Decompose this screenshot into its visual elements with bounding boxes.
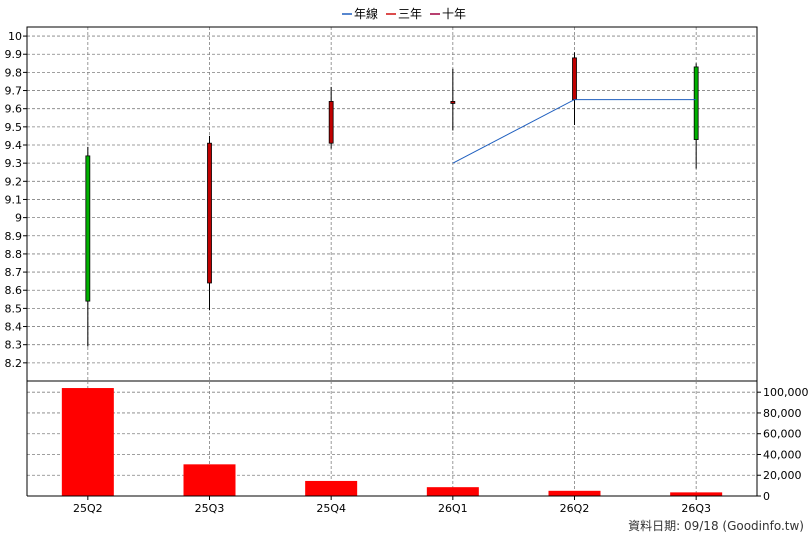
price-tick-label: 9.4: [5, 139, 23, 152]
price-tick-label: 8.7: [5, 266, 23, 279]
volume-bar: [670, 492, 723, 496]
ma-line: [452, 99, 697, 164]
x-tick-label: 26Q2: [560, 502, 590, 515]
x-tick-label: 25Q4: [316, 502, 346, 515]
candle-body: [328, 101, 334, 144]
volume-bar: [548, 490, 601, 496]
volume-tick-label: 20,000: [763, 469, 802, 482]
price-tick-label: 9: [15, 212, 22, 225]
volume-tick-label: 80,000: [763, 407, 802, 420]
candle-body: [693, 66, 699, 140]
x-tick-label: 25Q3: [195, 502, 225, 515]
candle-body: [450, 101, 456, 104]
x-tick-label: 26Q1: [438, 502, 468, 515]
volume-tick-label: 100,000: [763, 386, 808, 399]
price-tick-label: 8.2: [5, 357, 23, 370]
volume-tick-label: 60,000: [763, 428, 802, 441]
candle-body: [572, 57, 577, 101]
volume-panel: 0 20,000 40,000 60,000 80,000 100,000: [26, 381, 808, 503]
price-tick-label: 10: [8, 30, 22, 43]
volume-tick-label: 0: [763, 490, 770, 503]
price-tick-label: 9.9: [5, 48, 23, 61]
price-tick-label: 9.3: [5, 157, 23, 170]
price-tick-label: 8.4: [5, 321, 23, 334]
price-frame: [26, 26, 758, 382]
price-tick-label: 8.3: [5, 339, 23, 352]
legend-label-0: 年線: [354, 6, 378, 21]
candle-body: [85, 155, 91, 302]
x-tick-label: 25Q2: [73, 502, 103, 515]
price-tick-label: 8.5: [5, 302, 23, 315]
volume-tick-label: 40,000: [763, 448, 802, 461]
price-tick-label: 9.7: [5, 85, 23, 98]
legend-label-1: 三年: [398, 7, 422, 21]
volume-bar: [305, 480, 358, 496]
price-panel: 8.2 8.3 8.4 8.5 8.6 8.7 8.8 8.9 9 9.1 9.2 9.3 9.4 9.5…: [5, 26, 758, 382]
candle-body: [207, 142, 212, 284]
volume-bar: [426, 487, 479, 496]
x-axis: 25Q2 25Q3 25Q4 26Q1 26Q2 26Q3: [73, 496, 711, 515]
source-label: 資料日期: 09/18 (Goodinfo.tw): [628, 519, 804, 533]
volume-bar: [61, 388, 114, 496]
price-tick-label: 8.8: [5, 248, 23, 261]
legend: 年線 三年 十年: [342, 6, 466, 21]
legend-label-2: 十年: [442, 7, 466, 21]
price-tick-label: 9.2: [5, 175, 23, 188]
price-tick-label: 9.5: [5, 121, 23, 134]
price-tick-label: 9.1: [5, 193, 23, 206]
price-tick-label: 9.8: [5, 66, 23, 79]
price-tick-label: 8.9: [5, 230, 23, 243]
volume-bar: [183, 464, 236, 496]
x-tick-label: 26Q3: [681, 502, 711, 515]
price-tick-label: 9.6: [5, 103, 23, 116]
price-tick-label: 8.6: [5, 284, 23, 297]
